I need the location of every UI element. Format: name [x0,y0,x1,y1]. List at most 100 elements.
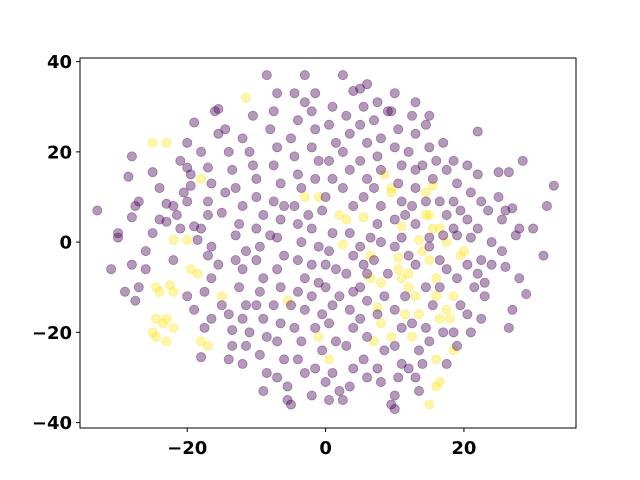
scatter-point [299,97,310,108]
scatter-point [320,259,331,270]
scatter-point [403,250,414,261]
scatter-point [462,309,473,320]
scatter-point [324,354,335,365]
scatter-point [292,255,303,266]
scatter-point [199,322,210,333]
y-tick-label: 20 [47,142,72,163]
scatter-point [282,381,293,392]
scatter-point [517,155,528,166]
scatter-point [358,191,369,202]
y-axis-ticks: −40 −20 0 20 40 [32,52,80,434]
scatter-point [375,376,386,387]
scatter-point [182,234,193,245]
scatter-point [358,101,369,112]
scatter-point [182,196,193,207]
scatter-point [251,173,262,184]
scatter-point [161,198,172,209]
data-points [92,70,559,415]
scatter-point [313,191,324,202]
scatter-point [424,232,435,243]
scatter-point [434,313,445,324]
scatter-point [147,167,158,178]
scatter-point [472,268,483,279]
scatter-point [313,277,324,288]
scatter-point [407,200,418,211]
scatter-point [251,191,262,202]
scatter-point [330,336,341,347]
scatter-point [220,124,231,135]
scatter-point [375,133,386,144]
scatter-point [92,205,103,216]
scatter-point [282,295,293,306]
scatter-point [230,182,241,193]
scatter-point [362,331,373,342]
scatter-point [427,300,438,311]
scatter-point [337,70,348,81]
scatter-point [296,182,307,193]
scatter-point [168,286,179,297]
scatter-point [410,259,421,270]
scatter-point [310,322,321,333]
scatter-point [185,264,196,275]
scatter-point [196,173,207,184]
scatter-point [237,200,248,211]
scatter-point [310,124,321,135]
scatter-point [521,288,532,299]
scatter-point [324,246,335,257]
scatter-point [213,259,224,270]
scatter-point [400,309,411,320]
scatter-point [202,250,213,261]
scatter-point [438,327,449,338]
scatter-point [192,234,203,245]
scatter-point [441,304,452,315]
scatter-point [320,282,331,293]
scatter-point [386,399,397,410]
scatter-point [196,223,207,234]
scatter-point [206,178,217,189]
scatter-point [151,282,162,293]
scatter-point [147,327,158,338]
x-tick-label: −20 [167,438,207,459]
scatter-point [496,214,507,225]
y-tick-label: −20 [32,323,72,344]
scatter-point [182,162,193,173]
scatter-point [258,273,269,284]
scatter-point [424,210,435,221]
scatter-point [438,230,449,241]
scatter-point [330,137,341,148]
scatter-point [365,250,376,261]
scatter-point [417,246,428,257]
scatter-point [282,395,293,406]
scatter-point [299,70,310,81]
scatter-point [365,232,376,243]
scatter-point [168,234,179,245]
scatter-point [202,162,213,173]
scatter-point [434,223,445,234]
scatter-point [452,273,463,284]
scatter-point [140,246,151,257]
scatter-point [285,133,296,144]
scatter-point [372,363,383,374]
scatter-point [420,196,431,207]
scatter-point [130,295,141,306]
scatter-point [341,340,352,351]
scatter-point [196,352,207,363]
scatter-point [424,255,435,266]
scatter-point [389,142,400,153]
scatter-point [327,173,338,184]
scatter-point [434,282,445,293]
scatter-point [441,237,452,248]
scatter-point [389,390,400,401]
scatter-point [272,232,283,243]
scatter-point [175,155,186,166]
scatter-point [189,221,200,232]
scatter-point [272,88,283,99]
scatter-point [337,395,348,406]
scatter-point [462,214,473,225]
scatter-point [420,282,431,293]
scatter-point [396,196,407,207]
scatter-point [503,322,514,333]
scatter-point [317,309,328,320]
scatter-point [410,372,421,383]
